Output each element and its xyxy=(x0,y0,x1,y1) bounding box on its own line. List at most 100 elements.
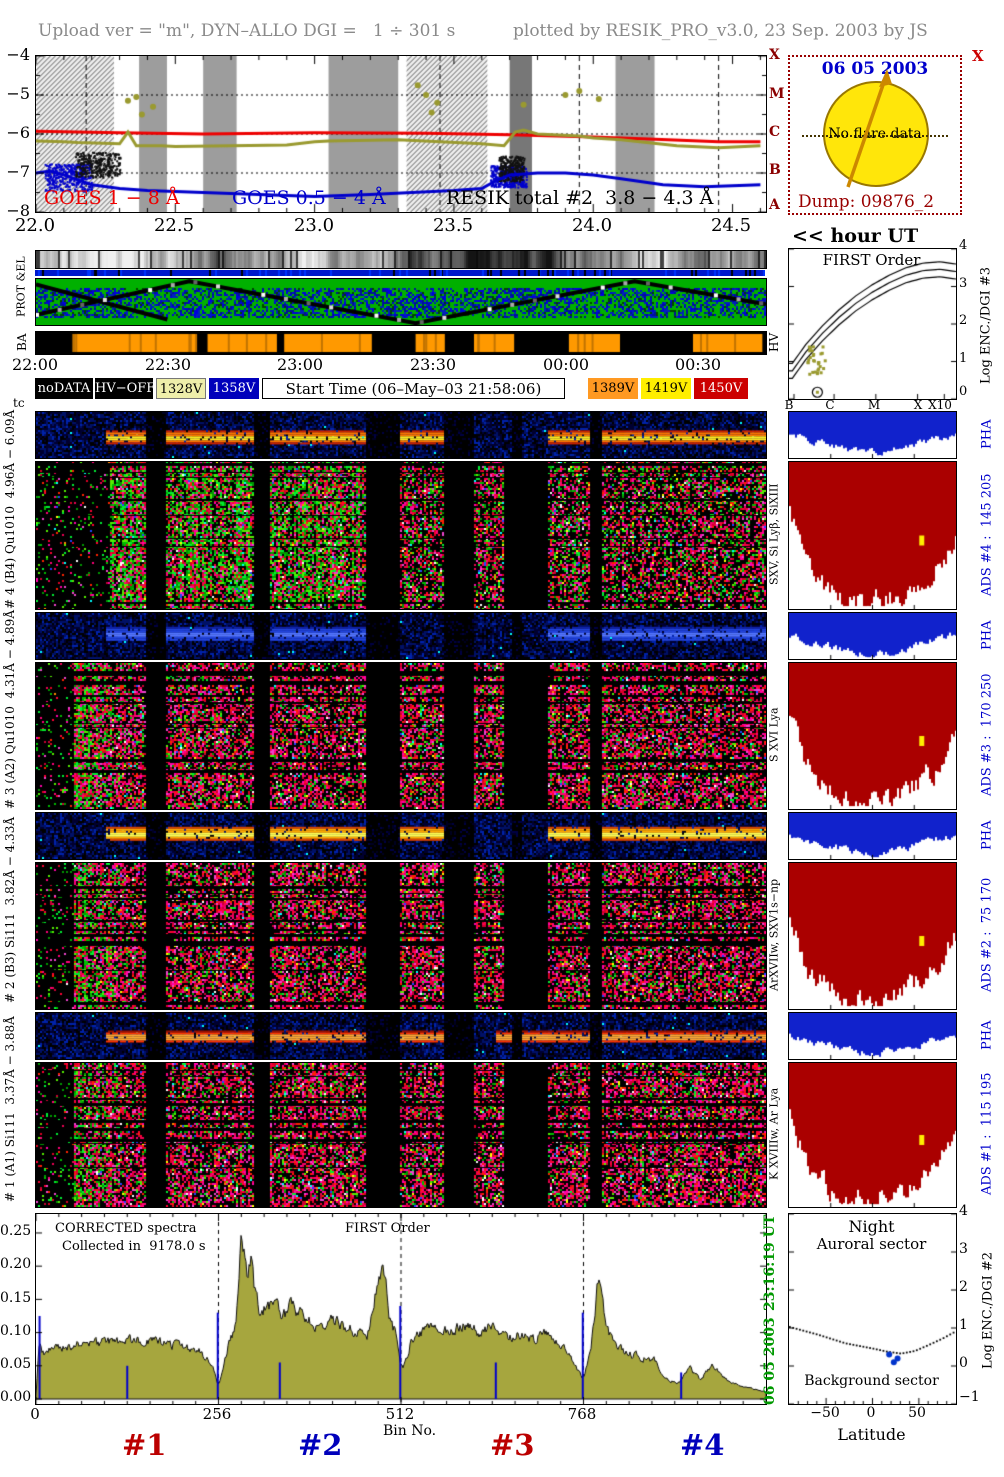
goes-xtick: 22.5 xyxy=(153,215,195,236)
night-label: Night xyxy=(848,1217,895,1236)
ion-label-ch2: ArXVIIw, SXV1s−np xyxy=(767,878,781,992)
goes-class-b: B xyxy=(769,162,781,178)
pha-hist-ch2 xyxy=(788,812,957,860)
goes-class-a: A xyxy=(769,197,780,213)
pha-strip-ch1 xyxy=(35,1012,767,1060)
corner-x-mark: X xyxy=(972,47,984,65)
spectrum-title: CORRECTED spectra xyxy=(55,1221,197,1236)
goes-class-m: M xyxy=(769,86,785,102)
ads-hist-ch2 xyxy=(788,862,957,1010)
ion-label-ch3: S XVI Lya xyxy=(767,707,781,763)
flare-date: 06 05 2003 xyxy=(821,59,929,79)
legend-1328v: 1328V xyxy=(156,378,206,399)
row-label-ch1: # 1 (A1) Si111 3.37Å − 3.88Å xyxy=(3,1016,17,1202)
ads-label-ch1: ADS #1 : 115 195 xyxy=(979,1072,995,1196)
goes-ytick: −6 xyxy=(6,123,30,142)
first-order-ytick: 1 xyxy=(959,351,968,366)
row-label-ch2: # 2 (B3) Si111 3.82Å − 4.33Å xyxy=(3,817,17,1003)
goes-legend-05-4: GOES 0.5 − 4 Å xyxy=(232,187,386,209)
hv-state-strip xyxy=(35,331,767,355)
latitude-sector-plot xyxy=(788,1213,957,1405)
ba-label: BA xyxy=(15,333,29,351)
segment-label-4: #4 xyxy=(680,1428,725,1462)
legend-nodata: noDATA xyxy=(35,378,93,399)
hour-ut-label: << hour UT xyxy=(792,225,919,247)
time-tick: 22:30 xyxy=(144,355,192,374)
first-order-ytick: 2 xyxy=(959,313,968,328)
goes-xtick: 23.0 xyxy=(293,215,335,236)
flare-message: No flare data xyxy=(828,126,922,142)
spectrum-ytick: 0.00 xyxy=(0,1389,32,1405)
goes-class-x: X xyxy=(769,47,780,63)
spectrum-xtick: 768 xyxy=(567,1405,597,1423)
time-tick: 22:00 xyxy=(11,355,59,374)
first-order-plot xyxy=(788,248,957,400)
first-order-xtick: X xyxy=(913,398,923,412)
goes-xtick: 22.0 xyxy=(14,215,56,236)
legend-1450v: 1450V xyxy=(694,378,748,399)
background-label: Background sector xyxy=(804,1373,939,1389)
latitude-xtick: −50 xyxy=(810,1405,840,1421)
time-tick: 00:00 xyxy=(542,355,590,374)
legend-start-time: Start Time (06–May–03 21:58:06) xyxy=(262,378,565,399)
spectrum-date-label: 06 05 2003 xyxy=(762,1317,778,1405)
legend-1389v: 1389V xyxy=(588,378,638,399)
latitude-ytick: −1 xyxy=(959,1389,980,1405)
latitude-xtick: 0 xyxy=(866,1405,876,1421)
pha-hist-ch4 xyxy=(788,411,957,459)
legend-1419v: 1419V xyxy=(641,378,691,399)
segment-label-1: #1 xyxy=(122,1428,167,1462)
pha-label-ch4: PHA xyxy=(979,419,995,449)
first-order-ytick: 4 xyxy=(959,238,968,253)
time-tick: 23:00 xyxy=(276,355,324,374)
pha-strip-ch2 xyxy=(35,812,767,860)
spectrum-ytick: 0.10 xyxy=(0,1323,32,1339)
spectrum-ytick: 0.20 xyxy=(0,1256,32,1272)
flare-arrow-icon xyxy=(846,69,892,188)
flare-panel: 06 05 2003 No flare data Dump: 09876_2 xyxy=(788,55,962,215)
pha-label-ch1: PHA xyxy=(979,1020,995,1050)
latitude-ytick: 4 xyxy=(959,1203,968,1219)
pha-hist-ch3 xyxy=(788,612,957,660)
ads-label-ch4: ADS #4 : 145 205 xyxy=(979,473,995,596)
spectrum-ytick: 0.15 xyxy=(0,1290,32,1306)
goes-xtick: 24.5 xyxy=(710,215,752,236)
goes-flux-plot xyxy=(35,55,767,213)
particle-grayscale-strip xyxy=(35,250,767,269)
latitude-xlabel: Latitude xyxy=(837,1425,906,1444)
ion-label-ch4: SXV, Si Lyβ, SiXIII xyxy=(767,483,781,586)
spectrum-collected: Collected in 9178.0 s xyxy=(62,1239,206,1254)
first-order-xtick: C xyxy=(825,398,835,412)
spectrum-ut-label: 23:16:19 UT xyxy=(762,1214,778,1312)
electron-bar xyxy=(35,270,765,276)
goes-xtick: 24.0 xyxy=(571,215,613,236)
flare-dump: Dump: 09876_2 xyxy=(798,192,935,212)
spectrum-xtick: 512 xyxy=(385,1405,415,1423)
bin-no-label: Bin No. xyxy=(383,1423,437,1439)
prot-el-label: PROT &EL xyxy=(14,256,28,318)
goes-legend-resik: RESIK total #2 3.8 − 4.3 Å xyxy=(446,187,714,209)
spectrum-ytick: 0.05 xyxy=(0,1356,32,1372)
spectrum-ytick: 0.25 xyxy=(0,1223,32,1239)
segment-label-3: #3 xyxy=(490,1428,535,1462)
goes-xtick: 23.5 xyxy=(432,215,474,236)
flare-dotted-line xyxy=(802,135,948,137)
ads-hist-ch4 xyxy=(788,461,957,610)
time-tick: 23:30 xyxy=(409,355,457,374)
spectrogram-ch4 xyxy=(35,461,767,610)
spectrum-order: FIRST Order xyxy=(345,1221,430,1236)
latitude-ytick: 0 xyxy=(959,1355,968,1371)
sun-disk xyxy=(823,81,929,187)
row-label-ch4: # 4 (B4) Qu1010 4.96Å − 6.09Å xyxy=(3,409,17,610)
latitude-ytick: 2 xyxy=(959,1279,968,1295)
goes-legend-1-8: GOES 1 − 8 Å xyxy=(44,187,180,209)
first-order-xtick: B xyxy=(784,398,794,412)
first-order-ytick: 0 xyxy=(959,384,968,399)
ads-label-ch2: ADS #2 : 75 170 xyxy=(979,877,995,993)
hv-label: HV xyxy=(767,332,781,352)
latitude-xtick: 50 xyxy=(908,1405,926,1421)
latitude-ytick: 1 xyxy=(959,1317,968,1333)
segment-label-2: #2 xyxy=(298,1428,343,1462)
latitude-axis-label: Log ENC./DGI #2 xyxy=(980,1251,996,1369)
